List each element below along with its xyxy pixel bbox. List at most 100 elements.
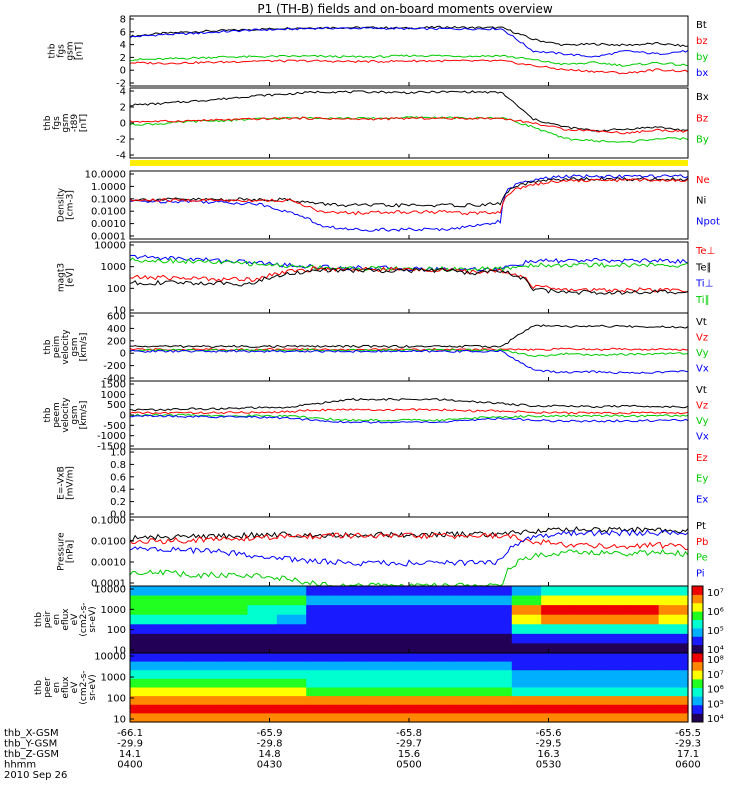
colorbar-swatch	[692, 704, 703, 714]
y-tick-label: 4	[120, 87, 126, 98]
legend-entry: Ne	[696, 175, 710, 186]
heatmap-cell	[306, 633, 337, 645]
heatmap-cell	[247, 586, 278, 597]
y-axis-label: peim	[52, 336, 62, 359]
legend-entry: Vy	[696, 416, 709, 427]
heatmap-cell	[306, 696, 337, 706]
heatmap-cell	[658, 605, 689, 616]
heatmap-cell	[423, 696, 454, 706]
heatmap-cell	[159, 595, 190, 606]
panel-1: Bt bz by bx 86 4 2 0 -2 thb fgs gsm [nT]	[48, 15, 709, 90]
heatmap-cell	[364, 653, 395, 663]
heatmap-cell	[188, 670, 219, 680]
heatmap-cell	[541, 687, 572, 697]
heatmap-cell	[658, 696, 689, 706]
heatmap-cell	[130, 614, 160, 625]
footer-value: -29.8	[257, 739, 283, 750]
y-axis-label: sr-eV)	[88, 606, 98, 632]
footer-value: 15.6	[398, 749, 420, 760]
y-axis-label: fgs	[57, 44, 67, 58]
heatmap-cell	[394, 670, 425, 680]
heatmap-cell	[423, 624, 454, 635]
heatmap-cell	[423, 614, 454, 625]
heatmap-cell	[599, 643, 630, 654]
heatmap-cell	[364, 614, 395, 625]
colorbar-swatch	[692, 602, 703, 612]
heatmap-cell	[276, 687, 307, 697]
y-tick-label: 1.0000	[91, 182, 126, 193]
y-axis-label: (cm2-s-	[79, 670, 89, 704]
panel-frame	[129, 87, 689, 159]
heatmap-cell	[599, 696, 630, 706]
y-tick-label: 10	[113, 306, 126, 317]
heatmap-cell	[511, 653, 542, 663]
colorbar-swatch	[692, 644, 703, 654]
heatmap-cell	[599, 653, 630, 663]
series-Pt-line	[130, 526, 688, 542]
series-Vy-line	[130, 413, 688, 422]
legend-entry: Vz	[696, 401, 708, 412]
heatmap-cell	[276, 653, 307, 663]
colorbar-swatch	[692, 687, 703, 697]
y-tick-label: 100	[107, 625, 126, 636]
heatmap-cell	[276, 586, 307, 597]
heatmap-cell	[629, 687, 660, 697]
legend-entry: Ey	[696, 474, 708, 485]
heatmap-cell	[218, 713, 249, 723]
heatmap-cell	[188, 713, 219, 723]
heatmap-cell	[629, 595, 660, 606]
heatmap-cell	[570, 687, 601, 697]
footer-row-label: thb_Z-GSM	[4, 749, 59, 760]
heatmap-cell	[541, 653, 572, 663]
heatmap-cell	[218, 633, 249, 645]
heatmap-cell	[335, 670, 366, 680]
heatmap-cell	[453, 670, 484, 680]
heatmap-cell	[218, 624, 249, 635]
footer-value: -65.5	[675, 728, 701, 739]
y-axis-label: gsm	[61, 113, 71, 132]
y-tick-label: 1500	[101, 380, 126, 391]
legend-entry: Bx	[696, 92, 709, 103]
y-axis-label: thb	[34, 680, 44, 695]
heatmap-cell	[482, 624, 513, 635]
y-tick-label: 0.4	[110, 485, 126, 496]
series-Pb-line	[130, 532, 688, 551]
heatmap-cell	[130, 605, 160, 616]
y-axis-label: thb	[43, 115, 53, 130]
series-Te∥-line	[130, 267, 688, 295]
footer-value: 0500	[396, 760, 421, 771]
y-tick-label: -500	[103, 421, 126, 432]
heatmap-cell	[159, 696, 190, 706]
legend-entry: Te⊥	[695, 246, 715, 257]
heatmap-cell	[188, 696, 219, 706]
footer-value: 0400	[117, 760, 142, 771]
heatmap-cell	[453, 678, 484, 689]
heatmap-cell	[159, 624, 190, 635]
y-axis-label: eflux	[61, 608, 71, 631]
footer-value: -65.8	[396, 728, 422, 739]
y-tick-label: 10000	[94, 652, 126, 663]
heatmap-cell	[482, 586, 513, 597]
footer-value: -29.9	[117, 739, 143, 750]
y-tick-label: 8	[120, 15, 126, 26]
heatmap-cell	[306, 713, 337, 723]
heatmap-cell	[130, 633, 160, 645]
heatmap-cell	[482, 653, 513, 663]
heatmap-cell	[276, 643, 307, 654]
y-axis-label: (cm2-s-	[79, 602, 89, 636]
heatmap-cell	[599, 605, 630, 616]
heatmap-cell	[658, 586, 689, 597]
legend-entry: Vx	[696, 364, 709, 375]
y-axis-label: velocity	[61, 397, 71, 433]
y-tick-label: -4	[116, 151, 126, 162]
y-tick-label: 10	[113, 715, 126, 726]
colorbar-swatch	[692, 661, 703, 671]
legend-entry: Ni	[696, 196, 706, 207]
heatmap-cell	[247, 614, 278, 625]
heatmap-cell	[482, 678, 513, 689]
heatmap-cell	[394, 624, 425, 635]
heatmap-cell	[599, 704, 630, 714]
heatmap-cell	[423, 661, 454, 671]
heatmap-cell	[541, 713, 572, 723]
heatmap-cell	[453, 713, 484, 723]
